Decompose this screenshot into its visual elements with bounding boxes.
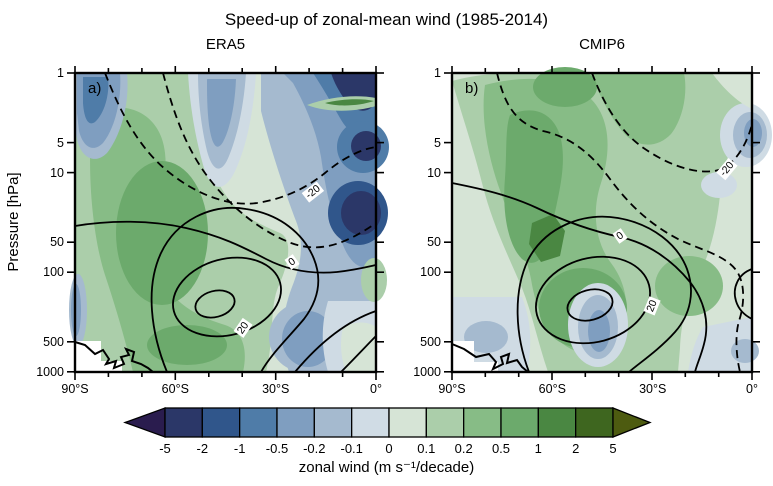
colorbar xyxy=(123,407,652,438)
colorbar-tick-label: -0.5 xyxy=(265,441,289,456)
colorbar-tick-label: 0.1 xyxy=(417,441,436,456)
topography-line xyxy=(74,341,154,373)
filled-contour-field-a xyxy=(69,73,389,373)
colorbar-tick-label: -0.2 xyxy=(303,441,326,456)
filled-contour-field-b xyxy=(452,67,772,372)
colorbar-segment xyxy=(351,407,390,438)
panel-title-era5: ERA5 xyxy=(205,36,246,53)
colorbar-tick-label: -1 xyxy=(233,441,246,456)
y-tick-label: 1 xyxy=(434,66,441,80)
topography-line xyxy=(451,343,529,373)
panel-frame-a xyxy=(73,71,378,374)
figure-title: Speed-up of zonal-mean wind (1985-2014) xyxy=(224,10,549,29)
colorbar-segments xyxy=(123,407,652,438)
y-tick-label: 50 xyxy=(427,235,441,250)
colorbar-segment xyxy=(463,407,502,438)
y-tick-label: 500 xyxy=(43,334,64,349)
y-tick-label: 10 xyxy=(427,165,441,180)
colorbar-segment xyxy=(537,407,577,438)
x-tick-label: 60°S xyxy=(538,382,566,396)
colorbar-tick-label: 0 xyxy=(385,441,393,456)
y-tick-label: 100 xyxy=(43,265,64,280)
wind-contours-b xyxy=(451,72,753,373)
colorbar-segment xyxy=(239,407,278,438)
contour-minus20b-dashed xyxy=(162,72,377,249)
x-tick-label: 0° xyxy=(746,382,758,396)
contour-20-inner xyxy=(566,288,614,322)
colorbar-segment xyxy=(313,407,353,438)
y-tick-label: 500 xyxy=(420,334,441,349)
colorbar-title: zonal wind (m s⁻¹/decade) xyxy=(298,459,475,476)
plot-area-era5 xyxy=(67,66,389,380)
y-tick-label: 1000 xyxy=(36,364,64,379)
y-tick-label: 100 xyxy=(420,265,441,280)
x-tick-label: 90°S xyxy=(61,382,89,396)
contour-20-mid xyxy=(535,255,651,345)
colorbar-segment xyxy=(388,407,427,438)
colorbar-tick-label: 5 xyxy=(609,441,617,456)
y-tick-label: 10 xyxy=(50,165,64,180)
colorbar-segment xyxy=(425,407,465,438)
x-tick-label: 30°S xyxy=(639,382,667,396)
y-tick-label: 50 xyxy=(50,235,64,250)
contour-zero xyxy=(74,220,377,274)
panel-label-a: a) xyxy=(88,80,102,97)
colorbar-tick-label: 1 xyxy=(534,441,542,456)
contour-zero xyxy=(451,182,708,373)
colorbar-segment xyxy=(575,407,614,438)
colorbar-segment xyxy=(500,407,539,438)
x-tick-label: 60°S xyxy=(161,382,189,396)
colorbar-tick-label: -5 xyxy=(159,441,171,456)
y-tick-label: 5 xyxy=(57,135,64,150)
panel-frame-b xyxy=(450,71,754,374)
contour-20-outer xyxy=(150,207,320,373)
panel-label-b: b) xyxy=(465,80,479,97)
colorbar-left-arrow xyxy=(123,407,166,438)
contour-minus40-dashed xyxy=(496,72,745,373)
panel-title-cmip6: CMIP6 xyxy=(579,36,625,53)
colorbar-segment xyxy=(164,407,203,438)
contour-20-outer xyxy=(516,215,692,373)
x-tick-label: 0° xyxy=(370,382,382,396)
colorbar-right-arrow xyxy=(612,407,652,438)
x-tick-label: 90°S xyxy=(438,382,466,396)
colorbar-tick-label: 0.5 xyxy=(491,441,511,456)
y-axis-label: Pressure [hPa] xyxy=(5,172,22,272)
contour-minus20-dashed xyxy=(104,72,377,205)
axis-ticks-b xyxy=(444,66,760,380)
colorbar-tick-label: -2 xyxy=(196,441,209,456)
contour-20-inner xyxy=(194,289,236,319)
axis-ticks-a xyxy=(67,66,384,380)
y-tick-label: 1 xyxy=(57,66,64,80)
plot-area-cmip6 xyxy=(444,66,772,380)
colorbar-tick-label: -0.1 xyxy=(340,441,363,456)
colorbar-tick-label: 0.2 xyxy=(454,441,473,456)
colorbar-segment xyxy=(201,407,241,438)
x-tick-label: 30°S xyxy=(262,382,290,396)
colorbar-tick-label: 2 xyxy=(572,441,580,456)
contour-minus20-dashed xyxy=(591,72,753,173)
colorbar-segment xyxy=(276,407,315,438)
y-tick-label: 5 xyxy=(434,135,441,150)
y-tick-label: 1000 xyxy=(413,364,441,379)
